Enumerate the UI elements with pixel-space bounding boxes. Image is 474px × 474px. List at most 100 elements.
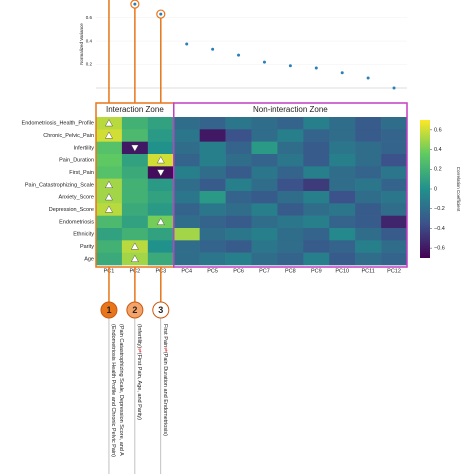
zone-label: Interaction Zone bbox=[106, 105, 164, 114]
heatmap-cell bbox=[355, 178, 382, 192]
row-label: Endometriosis_Health_Profile bbox=[22, 121, 94, 127]
heatmap-cell bbox=[355, 240, 382, 253]
main: Normalized Variance 0.20.40.6Endometriosi… bbox=[22, 0, 461, 474]
zone-label: Non-interaction Zone bbox=[253, 105, 328, 114]
significance-marker bbox=[156, 217, 165, 225]
heatmap-cell bbox=[199, 228, 226, 241]
heatmap-cell bbox=[303, 154, 330, 167]
heatmap-cell bbox=[303, 240, 330, 253]
finding-number: 2 bbox=[132, 305, 137, 315]
row-label: Pain_Catastrophizing_Scale bbox=[25, 182, 94, 188]
heatmap-cell bbox=[381, 117, 408, 130]
heatmap-cell bbox=[303, 129, 330, 142]
finding-text: (Endometriosis Health Profile and Chroni… bbox=[110, 324, 116, 457]
heatmap-cell bbox=[277, 215, 304, 229]
heatmap-cell bbox=[381, 228, 408, 241]
point bbox=[185, 42, 189, 46]
heatmap-cell bbox=[225, 141, 252, 155]
heatmap-cell bbox=[121, 178, 149, 192]
heatmap-cell bbox=[355, 203, 382, 216]
finding-text: (Pain Catastrophizing Scale, Depression … bbox=[118, 324, 124, 456]
heatmap-cell bbox=[147, 178, 175, 192]
heatmap-cell bbox=[355, 215, 382, 229]
heatmap-cell bbox=[199, 252, 226, 266]
heatmap-cell bbox=[251, 141, 278, 155]
significance-marker bbox=[105, 193, 113, 201]
heatmap-cell bbox=[277, 141, 304, 155]
heatmap-cell bbox=[173, 178, 200, 192]
heatmap-cell bbox=[147, 191, 175, 204]
column-label: PC11 bbox=[361, 268, 374, 274]
heatmap-cell bbox=[251, 166, 278, 179]
heatmap-cell bbox=[225, 252, 252, 266]
heatmap-cell bbox=[121, 228, 149, 241]
heatmap-cell bbox=[225, 215, 252, 229]
colorbar bbox=[420, 120, 430, 258]
heatmap-cell bbox=[277, 191, 304, 204]
heatmap-cell bbox=[277, 178, 304, 192]
heatmap-cell bbox=[225, 166, 252, 179]
heatmap-cell bbox=[355, 191, 382, 204]
heatmap-cell bbox=[329, 166, 356, 179]
finding-segment: (Pain Duration and Endometriosis) bbox=[161, 352, 167, 436]
heatmap-cell bbox=[381, 203, 408, 216]
point bbox=[392, 86, 396, 90]
significance-marker bbox=[105, 180, 113, 188]
heatmap-cell bbox=[381, 166, 408, 179]
heatmap-cell bbox=[199, 129, 226, 142]
heatmap-cell bbox=[251, 191, 278, 204]
heatmap-cell bbox=[355, 166, 382, 179]
row-label: First_Pain bbox=[69, 170, 94, 176]
y-axis-label: Normalized Variance bbox=[79, 23, 84, 65]
heatmap-cell bbox=[251, 117, 278, 130]
heatmap-cell bbox=[121, 117, 149, 130]
heatmap-cell bbox=[303, 228, 330, 241]
point bbox=[314, 66, 318, 70]
finding-segment: (Infertility) bbox=[135, 324, 141, 348]
heatmap-cell bbox=[121, 154, 149, 167]
heatmap-cell bbox=[303, 203, 330, 216]
heatmap-cell bbox=[121, 166, 149, 179]
heatmap-cell bbox=[199, 141, 226, 155]
colorbar-label: Correlation Coefficient bbox=[456, 167, 461, 212]
heatmap-cell bbox=[199, 166, 226, 179]
heatmap-cell bbox=[225, 203, 252, 216]
heatmap-cell bbox=[147, 228, 175, 241]
significance-marker bbox=[130, 144, 139, 152]
heatmap-cell bbox=[199, 178, 226, 192]
heatmap-cell bbox=[277, 129, 304, 142]
heatmap-cell bbox=[355, 228, 382, 241]
row-label: Age bbox=[84, 256, 94, 262]
column-label: PC10 bbox=[335, 268, 349, 274]
heatmap-cell bbox=[277, 203, 304, 216]
colorbar-tick-label: −0.6 bbox=[434, 246, 445, 252]
finding-segment: ⇌ bbox=[135, 348, 142, 353]
point bbox=[262, 60, 266, 64]
row-label: Anxiety_Score bbox=[59, 195, 94, 201]
heatmap-cell bbox=[173, 166, 200, 179]
row-label: Ethnicity bbox=[73, 232, 94, 238]
heatmap-cell bbox=[381, 215, 408, 229]
significance-marker bbox=[130, 254, 139, 262]
heatmap-cell bbox=[329, 178, 356, 192]
zone-box bbox=[173, 102, 408, 268]
heatmap-cell bbox=[147, 203, 175, 216]
heatmap-cell bbox=[303, 252, 330, 266]
heatmap-cell bbox=[225, 191, 252, 204]
heatmap-cell bbox=[355, 154, 382, 167]
heatmap-cell bbox=[173, 252, 200, 266]
column-label: PC5 bbox=[207, 268, 218, 274]
point bbox=[133, 2, 137, 6]
column-label: PC8 bbox=[285, 268, 296, 274]
heatmap-cell bbox=[381, 154, 408, 167]
colorbar-tick-label: −0.4 bbox=[434, 226, 445, 232]
heatmap-cell bbox=[329, 215, 356, 229]
heatmap-cell bbox=[251, 203, 278, 216]
heatmap-cell bbox=[121, 191, 149, 204]
heatmap-cell bbox=[173, 203, 200, 216]
heatmap-cell bbox=[277, 154, 304, 167]
heatmap-cell bbox=[121, 129, 149, 142]
heatmap-cell bbox=[173, 240, 200, 253]
finding-text: First Pain⇌(Pain Duration and Endometrio… bbox=[161, 324, 168, 436]
heatmap-cell bbox=[147, 129, 175, 142]
